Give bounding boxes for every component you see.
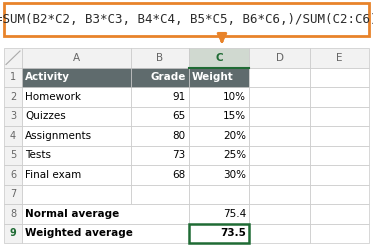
Bar [131, 145, 189, 165]
Bar [22, 145, 131, 165]
Text: C: C [215, 53, 223, 63]
Text: 68: 68 [172, 170, 185, 180]
Text: D: D [276, 53, 283, 63]
Bar [131, 184, 189, 204]
Bar [4, 67, 22, 87]
Text: 73.5: 73.5 [220, 228, 246, 238]
Bar [189, 107, 249, 126]
Bar [249, 126, 310, 145]
Text: 80: 80 [172, 131, 185, 141]
Bar [131, 126, 189, 145]
Bar [189, 184, 249, 204]
Text: 7: 7 [10, 189, 16, 199]
Bar [310, 67, 369, 87]
Bar [249, 87, 310, 107]
Text: Final exam: Final exam [25, 170, 81, 180]
Text: Normal average: Normal average [25, 209, 119, 219]
Text: 8: 8 [10, 209, 16, 219]
Bar [310, 224, 369, 243]
Text: 30%: 30% [223, 170, 246, 180]
Text: 4: 4 [10, 131, 16, 141]
Bar [249, 145, 310, 165]
Bar [131, 87, 189, 107]
Bar [249, 204, 310, 224]
Bar [249, 107, 310, 126]
Bar [131, 67, 189, 87]
Bar [310, 48, 369, 67]
Bar [4, 87, 22, 107]
Bar [310, 165, 369, 184]
Bar [189, 145, 249, 165]
Bar [22, 204, 189, 224]
Bar [22, 224, 189, 243]
Bar [189, 126, 249, 145]
Bar [131, 48, 189, 67]
Text: 75.4: 75.4 [223, 209, 246, 219]
Text: 10%: 10% [223, 92, 246, 102]
Text: 3: 3 [10, 111, 16, 121]
Text: 15%: 15% [223, 111, 246, 121]
Bar [4, 107, 22, 126]
Text: 25%: 25% [223, 150, 246, 160]
Bar [189, 204, 249, 224]
Text: 73: 73 [172, 150, 185, 160]
Bar [189, 67, 249, 87]
Bar [22, 67, 131, 87]
Text: Weighted average: Weighted average [25, 228, 133, 238]
Bar [4, 126, 22, 145]
Bar [310, 107, 369, 126]
Text: 2: 2 [10, 92, 16, 102]
Text: 5: 5 [10, 150, 16, 160]
Bar [22, 184, 131, 204]
Bar [310, 184, 369, 204]
Text: 91: 91 [172, 92, 185, 102]
Bar [4, 145, 22, 165]
Bar [189, 48, 249, 67]
Bar [189, 165, 249, 184]
Bar [310, 126, 369, 145]
Bar [4, 48, 22, 67]
Text: Weight: Weight [192, 72, 233, 82]
Bar [249, 165, 310, 184]
Bar [4, 224, 22, 243]
Bar [4, 204, 22, 224]
Bar [22, 126, 131, 145]
Text: B: B [156, 53, 163, 63]
Bar [4, 184, 22, 204]
Bar [189, 224, 249, 243]
Bar [310, 204, 369, 224]
Text: Grade: Grade [150, 72, 185, 82]
Text: A: A [73, 53, 80, 63]
Bar [22, 48, 131, 67]
Text: E: E [336, 53, 343, 63]
Text: Quizzes: Quizzes [25, 111, 66, 121]
Bar [310, 87, 369, 107]
Bar [249, 184, 310, 204]
Bar [249, 224, 310, 243]
Text: Activity: Activity [25, 72, 70, 82]
Bar [131, 107, 189, 126]
Text: 65: 65 [172, 111, 185, 121]
Bar [22, 87, 131, 107]
Text: Tests: Tests [25, 150, 51, 160]
Bar [22, 165, 131, 184]
Bar [131, 165, 189, 184]
Bar [4, 165, 22, 184]
Text: 1: 1 [10, 72, 16, 82]
Text: Homework: Homework [25, 92, 81, 102]
Text: Assignments: Assignments [25, 131, 92, 141]
Bar [22, 107, 131, 126]
Bar [189, 87, 249, 107]
Text: =SUM(B2*C2, B3*C3, B4*C4, B5*C5, B6*C6,)/SUM(C2:C6): =SUM(B2*C2, B3*C3, B4*C4, B5*C5, B6*C6,)… [0, 13, 373, 26]
Bar [249, 67, 310, 87]
Text: 20%: 20% [223, 131, 246, 141]
Text: 9: 9 [10, 228, 16, 238]
Bar [249, 48, 310, 67]
Text: 6: 6 [10, 170, 16, 180]
Bar [4, 3, 369, 36]
Bar [310, 145, 369, 165]
